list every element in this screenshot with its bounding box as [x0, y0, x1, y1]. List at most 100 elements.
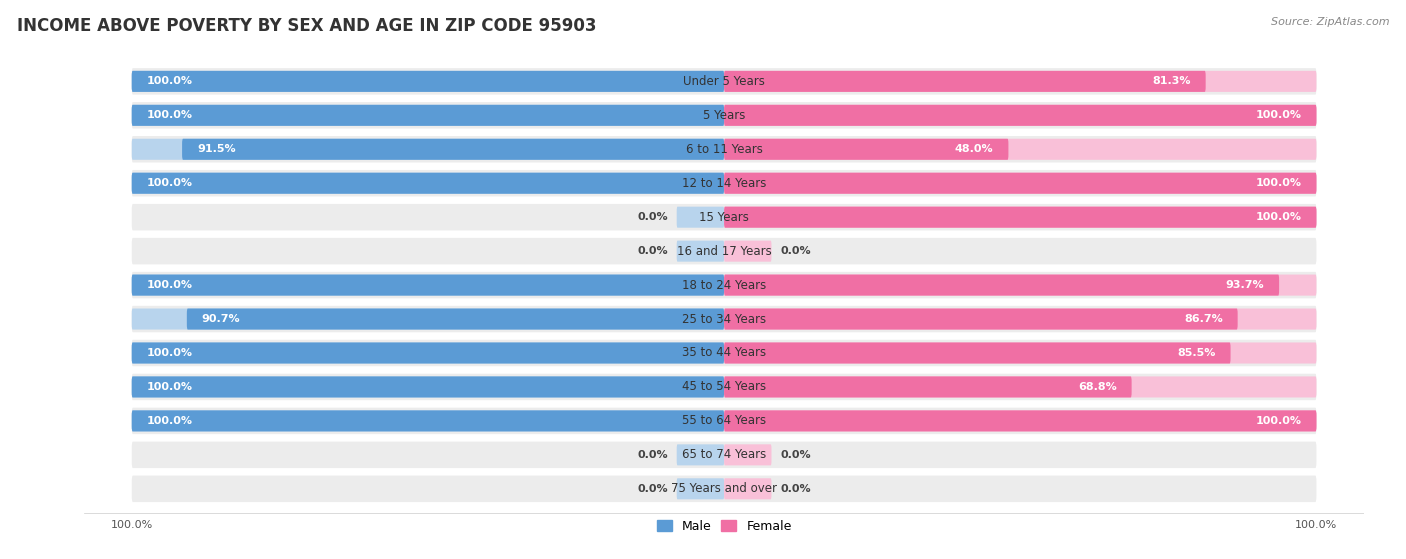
FancyBboxPatch shape [132, 173, 724, 194]
FancyBboxPatch shape [724, 274, 1279, 296]
FancyBboxPatch shape [132, 105, 724, 126]
Text: 35 to 44 Years: 35 to 44 Years [682, 347, 766, 359]
FancyBboxPatch shape [132, 105, 724, 126]
Text: 100.0%: 100.0% [146, 178, 193, 188]
Text: 86.7%: 86.7% [1184, 314, 1223, 324]
Text: 15 Years: 15 Years [699, 211, 749, 224]
FancyBboxPatch shape [724, 343, 1316, 363]
FancyBboxPatch shape [724, 139, 1008, 160]
FancyBboxPatch shape [724, 71, 1206, 92]
Legend: Male, Female: Male, Female [651, 515, 797, 538]
FancyBboxPatch shape [724, 105, 1316, 126]
Text: 5 Years: 5 Years [703, 109, 745, 122]
FancyBboxPatch shape [187, 309, 724, 330]
FancyBboxPatch shape [724, 207, 1316, 228]
Text: 100.0%: 100.0% [146, 77, 193, 87]
FancyBboxPatch shape [132, 340, 1316, 366]
FancyBboxPatch shape [132, 136, 1316, 163]
FancyBboxPatch shape [132, 68, 1316, 94]
FancyBboxPatch shape [132, 173, 724, 194]
FancyBboxPatch shape [676, 479, 724, 499]
Text: 100.0%: 100.0% [146, 382, 193, 392]
Text: 12 to 14 Years: 12 to 14 Years [682, 177, 766, 190]
FancyBboxPatch shape [724, 410, 1316, 432]
FancyBboxPatch shape [132, 476, 1316, 502]
FancyBboxPatch shape [132, 170, 1316, 196]
FancyBboxPatch shape [132, 309, 724, 330]
FancyBboxPatch shape [132, 71, 724, 92]
FancyBboxPatch shape [132, 374, 1316, 400]
FancyBboxPatch shape [676, 444, 724, 466]
FancyBboxPatch shape [132, 274, 724, 296]
Text: 75 Years and over: 75 Years and over [671, 482, 778, 495]
Text: 90.7%: 90.7% [201, 314, 240, 324]
Text: 91.5%: 91.5% [197, 144, 236, 154]
FancyBboxPatch shape [724, 343, 1230, 363]
Text: 81.3%: 81.3% [1153, 77, 1191, 87]
Text: 0.0%: 0.0% [780, 484, 811, 494]
FancyBboxPatch shape [132, 343, 724, 363]
Text: 100.0%: 100.0% [1256, 212, 1302, 222]
Text: INCOME ABOVE POVERTY BY SEX AND AGE IN ZIP CODE 95903: INCOME ABOVE POVERTY BY SEX AND AGE IN Z… [17, 17, 596, 35]
FancyBboxPatch shape [132, 71, 724, 92]
FancyBboxPatch shape [132, 408, 1316, 434]
Text: 100.0%: 100.0% [1256, 416, 1302, 426]
Text: 100.0%: 100.0% [146, 110, 193, 120]
FancyBboxPatch shape [132, 376, 724, 397]
Text: 0.0%: 0.0% [780, 450, 811, 460]
FancyBboxPatch shape [724, 376, 1316, 397]
FancyBboxPatch shape [724, 444, 772, 466]
FancyBboxPatch shape [724, 376, 1132, 397]
FancyBboxPatch shape [724, 105, 1316, 126]
Text: 18 to 24 Years: 18 to 24 Years [682, 278, 766, 292]
FancyBboxPatch shape [132, 410, 724, 432]
Text: 100.0%: 100.0% [146, 416, 193, 426]
FancyBboxPatch shape [724, 139, 1316, 160]
Text: 100.0%: 100.0% [146, 280, 193, 290]
Text: Under 5 Years: Under 5 Years [683, 75, 765, 88]
Text: 6 to 11 Years: 6 to 11 Years [686, 143, 762, 156]
FancyBboxPatch shape [132, 442, 1316, 468]
FancyBboxPatch shape [724, 173, 1316, 194]
FancyBboxPatch shape [132, 274, 724, 296]
Text: 55 to 64 Years: 55 to 64 Years [682, 414, 766, 428]
FancyBboxPatch shape [724, 240, 772, 262]
Text: 16 and 17 Years: 16 and 17 Years [676, 245, 772, 258]
Text: 68.8%: 68.8% [1078, 382, 1116, 392]
FancyBboxPatch shape [724, 479, 772, 499]
Text: Source: ZipAtlas.com: Source: ZipAtlas.com [1271, 17, 1389, 27]
Text: 45 to 54 Years: 45 to 54 Years [682, 381, 766, 394]
Text: 100.0%: 100.0% [1256, 110, 1302, 120]
Text: 0.0%: 0.0% [637, 450, 668, 460]
FancyBboxPatch shape [724, 274, 1316, 296]
Text: 65 to 74 Years: 65 to 74 Years [682, 448, 766, 461]
Text: 85.5%: 85.5% [1177, 348, 1216, 358]
FancyBboxPatch shape [132, 102, 1316, 129]
Text: 0.0%: 0.0% [637, 246, 668, 256]
FancyBboxPatch shape [676, 207, 724, 228]
FancyBboxPatch shape [724, 173, 1316, 194]
FancyBboxPatch shape [132, 272, 1316, 299]
FancyBboxPatch shape [132, 139, 724, 160]
FancyBboxPatch shape [132, 238, 1316, 264]
FancyBboxPatch shape [724, 207, 1316, 228]
Text: 93.7%: 93.7% [1226, 280, 1264, 290]
Text: 100.0%: 100.0% [146, 348, 193, 358]
Text: 0.0%: 0.0% [637, 484, 668, 494]
FancyBboxPatch shape [132, 410, 724, 432]
FancyBboxPatch shape [132, 376, 724, 397]
FancyBboxPatch shape [676, 240, 724, 262]
FancyBboxPatch shape [132, 343, 724, 363]
FancyBboxPatch shape [724, 309, 1316, 330]
FancyBboxPatch shape [132, 306, 1316, 332]
FancyBboxPatch shape [132, 204, 1316, 230]
Text: 0.0%: 0.0% [637, 212, 668, 222]
Text: 48.0%: 48.0% [955, 144, 994, 154]
Text: 25 to 34 Years: 25 to 34 Years [682, 312, 766, 325]
Text: 0.0%: 0.0% [780, 246, 811, 256]
FancyBboxPatch shape [183, 139, 724, 160]
FancyBboxPatch shape [724, 410, 1316, 432]
FancyBboxPatch shape [724, 71, 1316, 92]
Text: 100.0%: 100.0% [1256, 178, 1302, 188]
FancyBboxPatch shape [724, 309, 1237, 330]
